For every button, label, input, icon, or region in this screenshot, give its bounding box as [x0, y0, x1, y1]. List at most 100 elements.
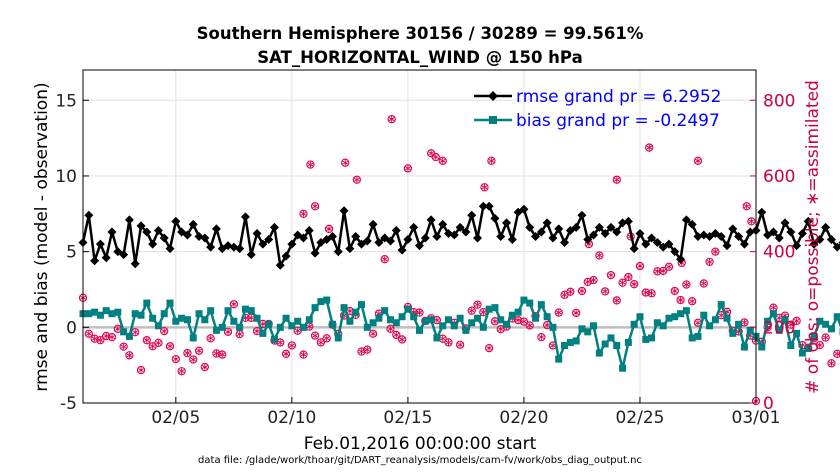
possible-obs-point	[676, 295, 685, 305]
y-tick-label-right: 200	[763, 318, 795, 338]
assimilated-obs-point	[660, 267, 666, 274]
assimilated-obs-point	[91, 335, 98, 342]
possible-obs-point	[352, 175, 361, 184]
rmse-point	[95, 239, 105, 249]
bias-point	[427, 316, 435, 324]
rmse-point	[142, 227, 152, 237]
bias-point	[798, 349, 806, 357]
bias-point	[561, 341, 569, 349]
possible-obs-point	[711, 247, 720, 256]
chart-title: Southern Hemisphere 30156 / 30289 = 99.5…	[197, 24, 644, 43]
bias-point	[491, 304, 499, 312]
bias-point	[178, 314, 186, 322]
rmse-point	[124, 215, 134, 225]
bias-point	[677, 310, 685, 318]
bias-point	[468, 319, 476, 327]
rmse-point	[507, 235, 517, 245]
assimilated-obs-point	[260, 320, 266, 327]
assimilated-obs-point	[300, 351, 307, 358]
rmse-point	[385, 236, 395, 246]
bias-point	[137, 311, 145, 319]
possible-obs-point	[792, 316, 801, 326]
rmse-point	[536, 227, 546, 237]
assimilated-obs-point	[248, 314, 255, 321]
possible-obs-point	[554, 308, 563, 317]
bias-point	[352, 308, 360, 316]
bias-point	[445, 316, 453, 324]
rmse-point	[774, 233, 784, 243]
rmse-point	[792, 241, 802, 251]
bias-point	[125, 332, 133, 340]
bias-point	[671, 313, 679, 321]
bias-point	[532, 314, 540, 322]
possible-obs-point	[595, 251, 604, 260]
possible-obs-point	[577, 286, 587, 296]
possible-obs-point	[299, 209, 308, 218]
assimilated-obs-point	[323, 335, 330, 342]
bias-point	[578, 325, 586, 333]
bias-point	[659, 322, 667, 330]
possible-obs-point	[664, 262, 674, 271]
possible-obs-point	[635, 261, 645, 271]
plot-frame	[82, 69, 757, 404]
rmse-point	[426, 215, 436, 225]
bias-point	[723, 314, 731, 322]
bias-point	[694, 332, 702, 340]
assimilated-obs-point	[712, 248, 719, 255]
assimilated-obs-point	[646, 144, 653, 151]
assimilated-obs-point	[387, 325, 394, 332]
bias-point	[363, 323, 371, 331]
bias-point	[433, 334, 441, 342]
bias-point	[236, 323, 244, 331]
rmse-point	[403, 235, 413, 245]
bias-point	[328, 320, 336, 328]
rmse-point	[235, 244, 245, 254]
y-tick-label-left: 15	[55, 91, 77, 111]
possible-obs-point	[589, 275, 598, 285]
bias-point	[572, 337, 580, 345]
y-tick-label-left: 5	[66, 243, 77, 263]
x-tick-label: 03/01	[732, 408, 781, 428]
assimilated-obs-point	[561, 291, 568, 298]
rmse-point	[264, 235, 274, 245]
assimilated-obs-point	[787, 321, 794, 328]
possible-obs-point	[583, 277, 592, 287]
rmse-point	[310, 248, 320, 258]
possible-obs-point	[645, 143, 654, 152]
bias-point	[439, 322, 447, 330]
possible-obs-point	[386, 324, 395, 333]
possible-obs-point	[322, 334, 331, 343]
rmse-point	[351, 232, 361, 241]
bias-point	[421, 317, 429, 325]
bias-point	[735, 320, 743, 328]
assimilated-obs-point	[219, 351, 226, 358]
rmse-point	[368, 219, 378, 229]
assimilated-obs-point	[642, 289, 649, 296]
possible-obs-point	[380, 255, 389, 264]
rmse-point	[722, 241, 732, 251]
bias-point	[827, 325, 835, 333]
bias-point	[740, 343, 748, 351]
possible-obs-point	[324, 224, 334, 234]
possible-obs-point	[194, 346, 204, 355]
assimilated-obs-point	[596, 252, 603, 259]
bias-point	[474, 314, 482, 322]
assimilated-obs-point	[178, 368, 185, 375]
assimilated-obs-point	[132, 329, 139, 336]
assimilated-obs-point	[347, 308, 353, 315]
bias-point	[247, 307, 255, 315]
assimilated-obs-point	[689, 298, 696, 305]
assimilated-obs-point	[457, 341, 463, 348]
rmse-point	[240, 212, 250, 222]
bias-point	[346, 317, 354, 325]
bias-point	[201, 316, 209, 324]
possible-obs-point	[368, 329, 378, 338]
x-tick-label: 02/05	[151, 408, 200, 428]
rmse-point	[641, 239, 651, 249]
assimilated-obs-point	[283, 350, 289, 357]
bias-point	[212, 326, 220, 334]
rmse-point	[583, 235, 593, 245]
rmse-point	[397, 245, 407, 255]
possible-obs-point	[438, 156, 447, 165]
